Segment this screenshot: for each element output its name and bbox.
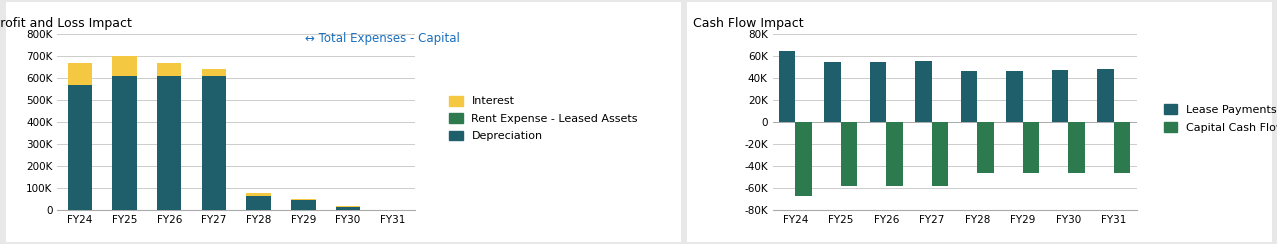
Bar (960, 71, 977, 122)
Bar (779, 51, 796, 122)
Text: Profit and Loss Impact: Profit and Loss Impact (0, 17, 132, 30)
Bar (246, 196, 271, 210)
Bar (291, 199, 315, 200)
Bar (68, 63, 92, 85)
Bar (870, 62, 886, 122)
Bar (932, 122, 949, 186)
Bar (840, 122, 857, 186)
Bar (886, 122, 903, 186)
Bar (112, 56, 137, 76)
Bar (157, 63, 181, 76)
Bar (1023, 122, 1039, 173)
Bar (977, 122, 994, 173)
Text: Cash Flow Impact: Cash Flow Impact (692, 17, 803, 30)
Bar (1114, 122, 1130, 173)
Bar (291, 200, 315, 210)
Bar (1069, 122, 1084, 173)
Bar (1006, 71, 1023, 122)
Bar (916, 61, 932, 122)
Bar (246, 193, 271, 196)
Bar (796, 122, 812, 196)
Bar (1052, 70, 1069, 122)
Text: ↔ Total Expenses - Capital: ↔ Total Expenses - Capital (305, 32, 460, 45)
Legend: Lease Payments, Capital Cash Flow Impact: Lease Payments, Capital Cash Flow Impact (1163, 104, 1277, 132)
Bar (202, 76, 226, 210)
Bar (68, 85, 92, 210)
Bar (112, 76, 137, 210)
Bar (825, 62, 840, 122)
Legend: Interest, Rent Expense - Leased Assets, Depreciation: Interest, Rent Expense - Leased Assets, … (450, 96, 638, 141)
Bar (1097, 69, 1114, 122)
Bar (336, 206, 360, 210)
Bar (202, 69, 226, 76)
Bar (157, 76, 181, 210)
